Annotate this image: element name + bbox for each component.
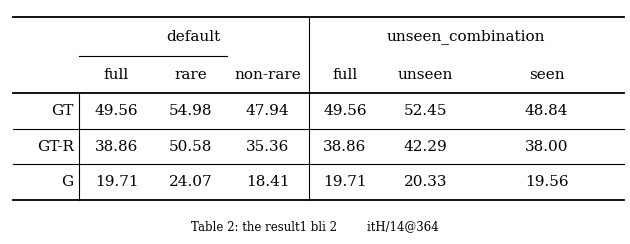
Text: G: G [62, 175, 74, 189]
Text: GT: GT [51, 104, 74, 118]
Text: 49.56: 49.56 [94, 104, 139, 118]
Text: 19.71: 19.71 [94, 175, 139, 189]
Text: 38.00: 38.00 [525, 140, 568, 153]
Text: 49.56: 49.56 [323, 104, 367, 118]
Text: 19.56: 19.56 [525, 175, 568, 189]
Text: rare: rare [175, 68, 207, 82]
Text: 20.33: 20.33 [403, 175, 447, 189]
Text: 24.07: 24.07 [169, 175, 212, 189]
Text: default: default [166, 30, 221, 44]
Text: unseen_combination: unseen_combination [387, 29, 546, 44]
Text: GT-R: GT-R [37, 140, 74, 153]
Text: 50.58: 50.58 [169, 140, 212, 153]
Text: non-rare: non-rare [234, 68, 301, 82]
Text: 52.45: 52.45 [403, 104, 447, 118]
Text: 54.98: 54.98 [169, 104, 212, 118]
Text: 38.86: 38.86 [95, 140, 138, 153]
Text: Table 2: the result1 bli 2        itH/14@364: Table 2: the result1 bli 2 itH/14@364 [191, 220, 439, 234]
Text: full: full [332, 68, 358, 82]
Text: 35.36: 35.36 [246, 140, 289, 153]
Text: 38.86: 38.86 [323, 140, 367, 153]
Text: full: full [104, 68, 129, 82]
Text: 19.71: 19.71 [323, 175, 367, 189]
Text: 18.41: 18.41 [246, 175, 290, 189]
Text: seen: seen [529, 68, 564, 82]
Text: 48.84: 48.84 [525, 104, 568, 118]
Text: unseen: unseen [398, 68, 453, 82]
Text: 47.94: 47.94 [246, 104, 290, 118]
Text: 42.29: 42.29 [403, 140, 447, 153]
